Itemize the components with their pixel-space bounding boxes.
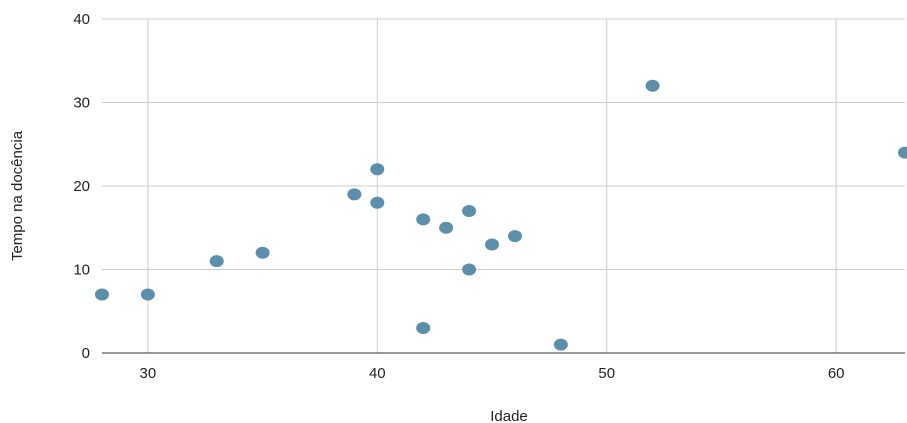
data-point: [553, 338, 568, 351]
data-point: [209, 255, 224, 268]
data-point: [485, 238, 500, 251]
data-point: [462, 263, 477, 276]
x-tick-label: 60: [828, 365, 845, 382]
data-point: [347, 188, 362, 201]
grid-lines: [102, 18, 905, 353]
y-tick-label: 0: [82, 345, 90, 362]
x-tick-label: 40: [369, 365, 386, 382]
y-tick-label: 10: [73, 262, 90, 279]
y-tick-label: 40: [73, 11, 90, 28]
y-tick-label: 30: [73, 95, 90, 112]
data-point: [462, 205, 477, 218]
data-point: [898, 146, 907, 159]
data-point: [416, 213, 431, 226]
data-point: [370, 163, 385, 176]
x-tick-label: 30: [140, 365, 157, 382]
data-point: [645, 79, 660, 92]
tick-labels: 0 10 20 30 40 30 40 50 60: [73, 11, 844, 382]
data-point: [370, 196, 385, 209]
x-tick-label: 50: [598, 365, 615, 382]
data-point: [439, 221, 454, 234]
x-axis-title: Idade: [490, 408, 528, 423]
data-points: [95, 79, 907, 351]
y-axis-title: Tempo na docência: [9, 130, 26, 261]
data-point: [255, 246, 270, 259]
y-tick-label: 20: [73, 178, 90, 195]
data-point: [416, 321, 431, 334]
data-point: [95, 288, 109, 301]
data-point: [140, 288, 155, 301]
data-point: [507, 230, 522, 243]
